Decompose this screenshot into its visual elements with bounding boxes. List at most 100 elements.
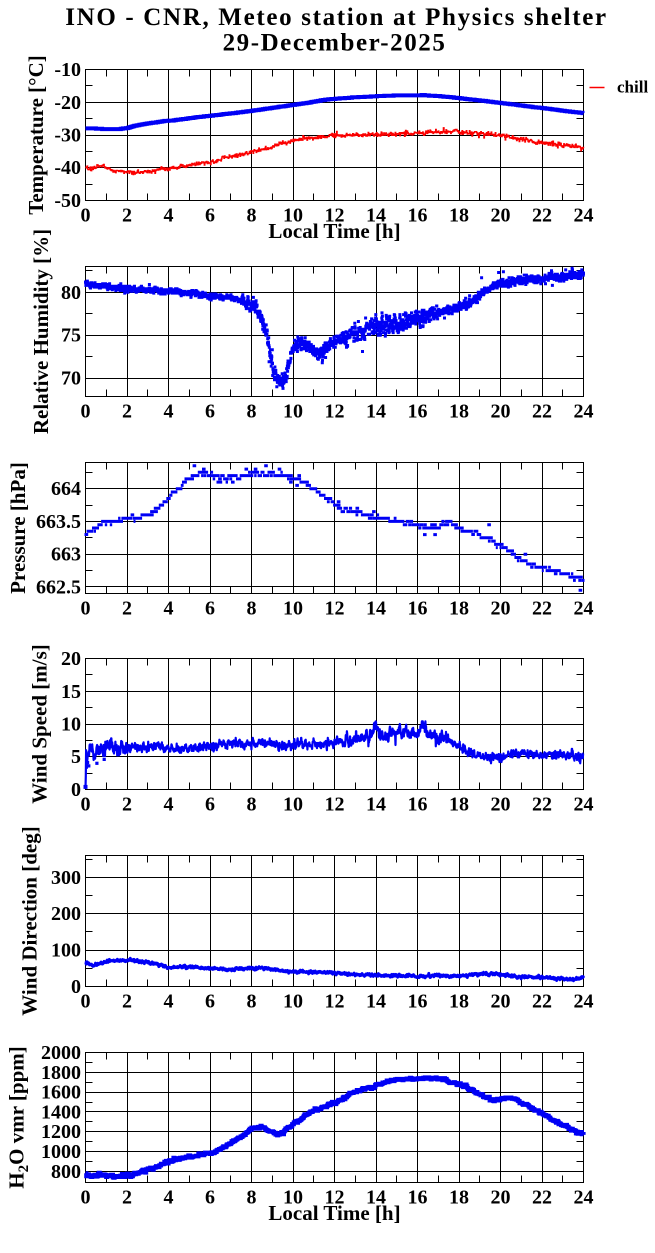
svg-text:14: 14 — [366, 1187, 386, 1209]
svg-text:1400: 1400 — [41, 1101, 81, 1123]
svg-text:-30: -30 — [54, 125, 81, 147]
svg-text:18: 18 — [449, 794, 469, 816]
svg-text:16: 16 — [408, 598, 428, 620]
svg-text:12: 12 — [325, 401, 345, 423]
svg-text:8: 8 — [247, 598, 257, 620]
svg-text:0: 0 — [81, 205, 91, 227]
svg-text:20: 20 — [491, 1187, 511, 1209]
svg-text:10: 10 — [283, 991, 303, 1013]
svg-text:0: 0 — [81, 1187, 91, 1209]
svg-text:-40: -40 — [54, 157, 81, 179]
svg-text:14: 14 — [366, 401, 386, 423]
svg-text:0: 0 — [81, 401, 91, 423]
svg-text:800: 800 — [51, 1161, 81, 1183]
svg-text:24: 24 — [574, 598, 594, 620]
svg-text:8: 8 — [247, 401, 257, 423]
svg-text:663: 663 — [51, 544, 81, 566]
svg-text:8: 8 — [247, 991, 257, 1013]
svg-text:-20: -20 — [54, 92, 81, 114]
svg-text:5: 5 — [71, 746, 81, 768]
svg-text:10: 10 — [283, 1187, 303, 1209]
svg-text:22: 22 — [532, 598, 552, 620]
svg-text:22: 22 — [532, 794, 552, 816]
svg-text:22: 22 — [532, 1187, 552, 1209]
svg-text:0: 0 — [71, 976, 81, 998]
svg-text:24: 24 — [574, 205, 594, 227]
svg-text:12: 12 — [325, 598, 345, 620]
svg-text:18: 18 — [449, 401, 469, 423]
svg-text:1200: 1200 — [41, 1121, 81, 1143]
svg-text:12: 12 — [325, 205, 345, 227]
svg-text:100: 100 — [51, 940, 81, 962]
svg-text:18: 18 — [449, 991, 469, 1013]
svg-text:0: 0 — [71, 779, 81, 801]
svg-text:4: 4 — [164, 401, 174, 423]
svg-text:6: 6 — [205, 991, 215, 1013]
svg-text:4: 4 — [164, 598, 174, 620]
svg-text:1600: 1600 — [41, 1082, 81, 1104]
svg-text:10: 10 — [283, 205, 303, 227]
svg-text:16: 16 — [408, 205, 428, 227]
svg-text:Local Time [h]: Local Time [h] — [268, 219, 400, 243]
svg-text:8: 8 — [247, 205, 257, 227]
svg-text:14: 14 — [366, 598, 386, 620]
svg-text:4: 4 — [164, 205, 174, 227]
svg-text:6: 6 — [205, 401, 215, 423]
svg-text:Pressure [hPa]: Pressure [hPa] — [6, 462, 30, 594]
svg-text:16: 16 — [408, 991, 428, 1013]
svg-text:2: 2 — [122, 991, 132, 1013]
svg-text:200: 200 — [51, 903, 81, 925]
svg-text:6: 6 — [205, 1187, 215, 1209]
svg-text:80: 80 — [61, 282, 81, 304]
svg-text:Relative Humidity [%]: Relative Humidity [%] — [29, 229, 53, 434]
svg-text:4: 4 — [164, 991, 174, 1013]
svg-text:4: 4 — [164, 1187, 174, 1209]
svg-text:INO - CNR, Meteo station at Ph: INO - CNR, Meteo station at Physics shel… — [65, 4, 608, 31]
svg-text:8: 8 — [247, 1187, 257, 1209]
svg-text:24: 24 — [574, 401, 594, 423]
svg-text:10: 10 — [61, 714, 81, 736]
svg-text:15: 15 — [61, 681, 81, 703]
svg-text:20: 20 — [491, 401, 511, 423]
svg-text:24: 24 — [574, 991, 594, 1013]
svg-text:29-December-2025: 29-December-2025 — [223, 30, 447, 57]
svg-text:-50: -50 — [54, 190, 81, 212]
svg-text:20: 20 — [491, 794, 511, 816]
svg-text:Temperature [°C]: Temperature [°C] — [24, 55, 48, 214]
svg-text:H2O vmr [ppm]: H2O vmr [ppm] — [5, 1046, 33, 1188]
svg-text:2: 2 — [122, 205, 132, 227]
svg-text:2: 2 — [122, 401, 132, 423]
svg-text:10: 10 — [283, 401, 303, 423]
svg-text:-10: -10 — [54, 59, 81, 81]
svg-text:12: 12 — [325, 794, 345, 816]
svg-text:6: 6 — [205, 598, 215, 620]
svg-text:16: 16 — [408, 794, 428, 816]
svg-text:14: 14 — [366, 991, 386, 1013]
svg-text:12: 12 — [325, 1187, 345, 1209]
svg-text:1000: 1000 — [41, 1141, 81, 1163]
svg-text:6: 6 — [205, 794, 215, 816]
svg-text:8: 8 — [247, 794, 257, 816]
svg-text:0: 0 — [81, 598, 91, 620]
svg-text:6: 6 — [205, 205, 215, 227]
svg-text:14: 14 — [366, 794, 386, 816]
svg-text:Wind Direction [deg]: Wind Direction [deg] — [18, 826, 42, 1015]
svg-text:chill: chill — [617, 78, 648, 97]
svg-text:300: 300 — [51, 867, 81, 889]
svg-text:20: 20 — [491, 598, 511, 620]
svg-text:2: 2 — [122, 794, 132, 816]
svg-text:70: 70 — [61, 368, 81, 390]
svg-text:12: 12 — [325, 991, 345, 1013]
svg-text:664: 664 — [51, 478, 81, 500]
svg-text:18: 18 — [449, 205, 469, 227]
svg-text:663.5: 663.5 — [36, 511, 81, 533]
svg-text:0: 0 — [81, 991, 91, 1013]
svg-text:2000: 2000 — [41, 1042, 81, 1064]
svg-text:75: 75 — [61, 325, 81, 347]
svg-text:2: 2 — [122, 598, 132, 620]
svg-text:Wind Speed [m/s]: Wind Speed [m/s] — [28, 644, 52, 803]
svg-text:20: 20 — [491, 205, 511, 227]
svg-text:10: 10 — [283, 794, 303, 816]
svg-text:24: 24 — [574, 794, 594, 816]
svg-text:0: 0 — [81, 794, 91, 816]
